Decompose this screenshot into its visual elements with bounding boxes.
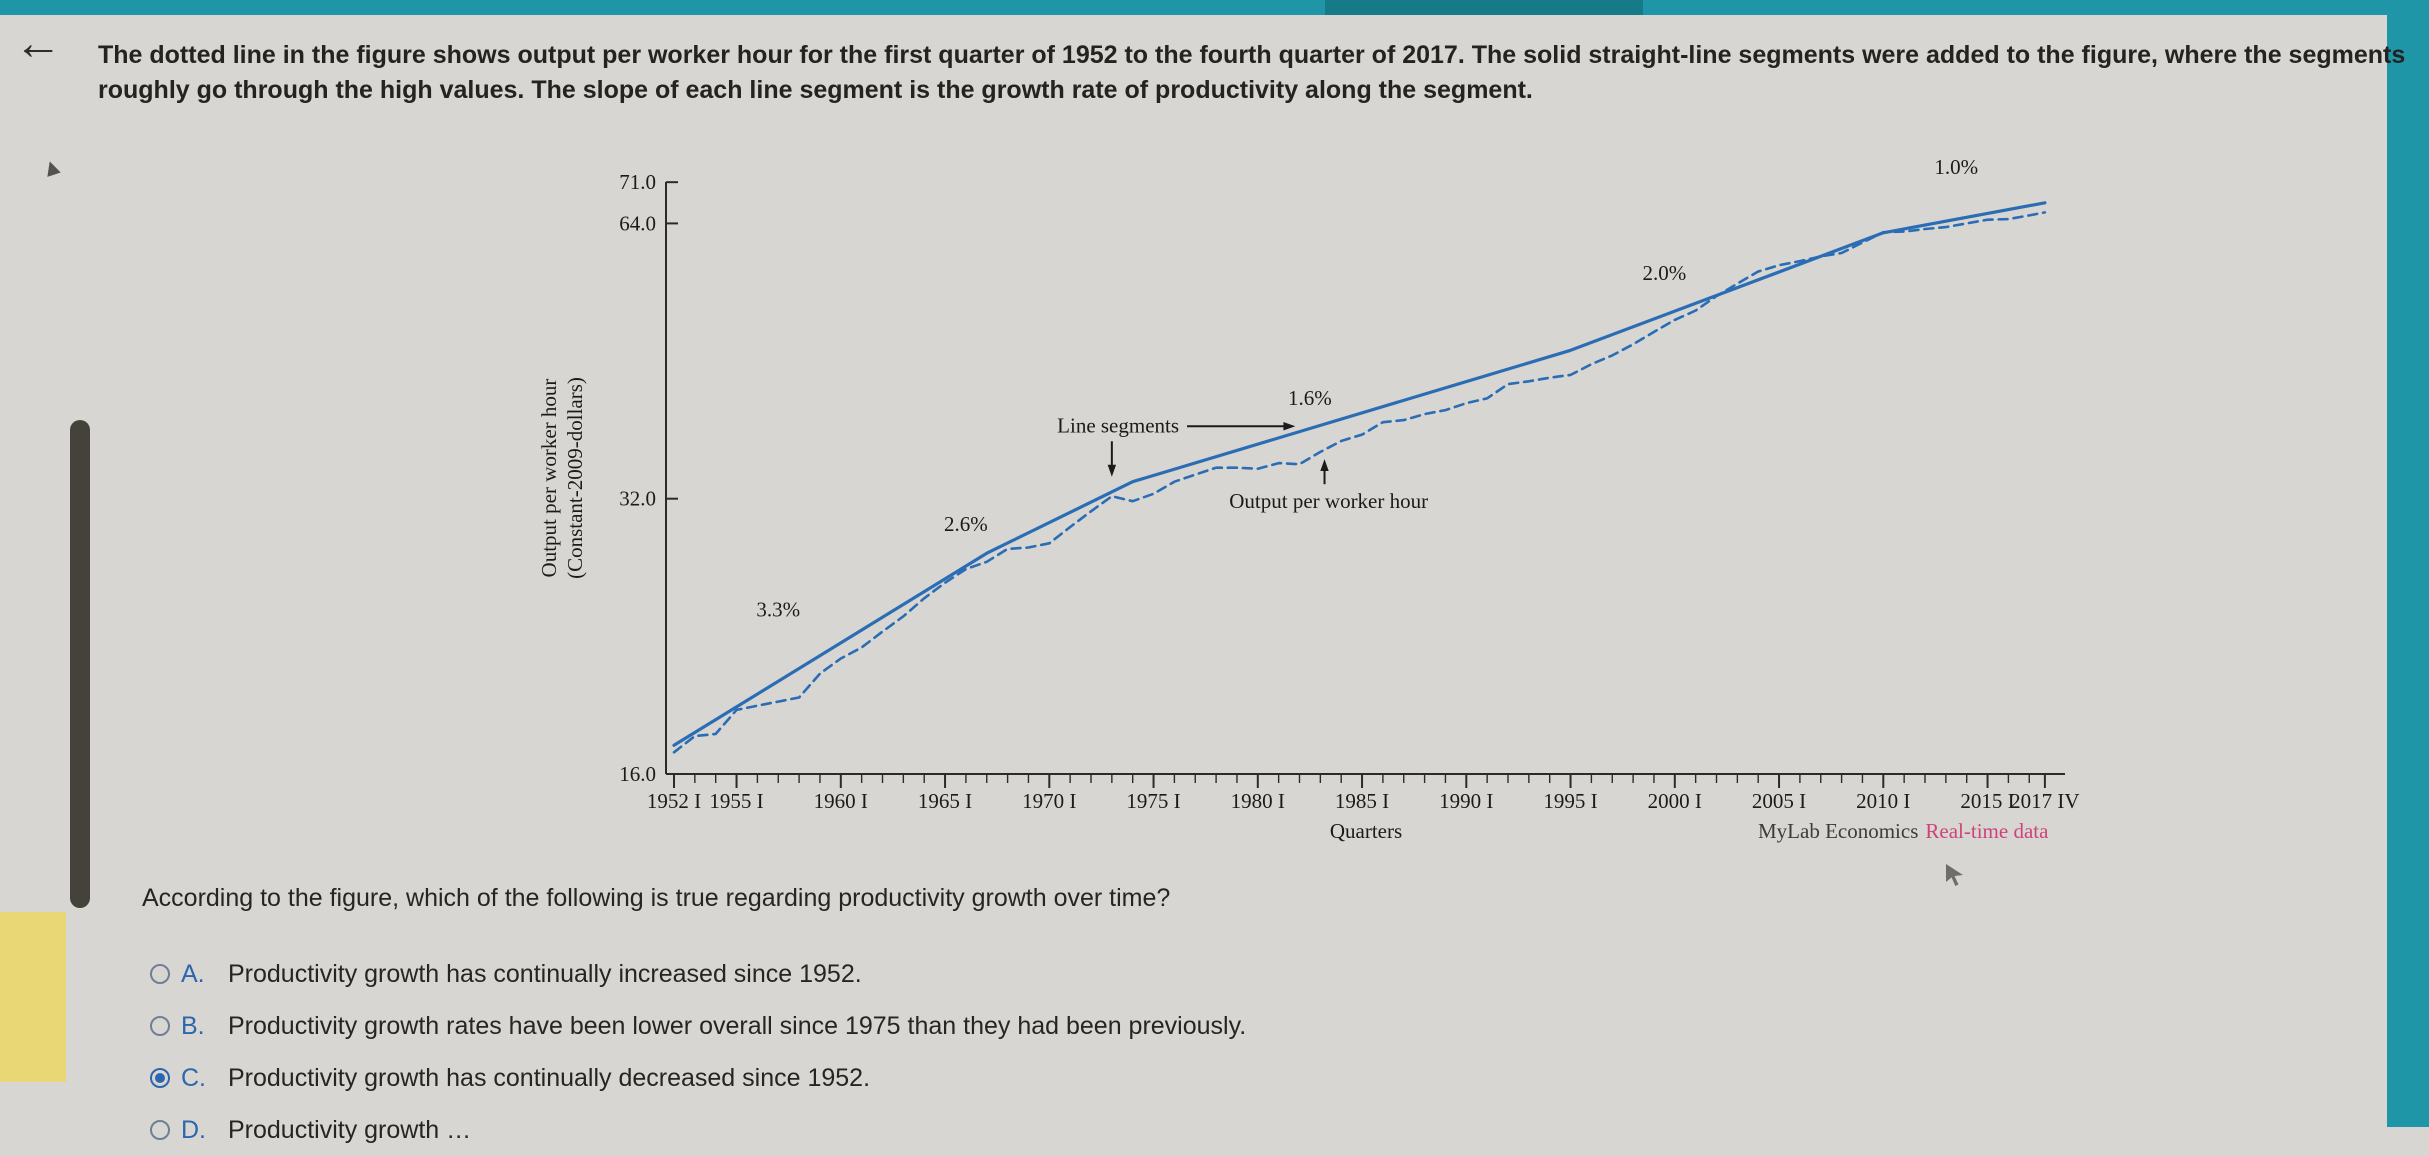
growth-rate-label: 2.6% [944, 512, 988, 536]
footer-realtime-data-link[interactable]: Real-time data [1925, 819, 2049, 843]
x-tick-label: 1970 I [1022, 789, 1076, 813]
x-tick-label: 1985 I [1335, 789, 1389, 813]
option-letter: D. [181, 1115, 206, 1144]
radio-button[interactable] [150, 1016, 170, 1036]
option-letter: B. [181, 1011, 205, 1040]
right-accent-bar [2387, 0, 2429, 1127]
radio-button[interactable] [150, 1120, 170, 1140]
triangle-marker-icon: ▲ [36, 151, 68, 185]
solid-line-segments [672, 201, 2047, 747]
chart-footer: MyLab Economics Real-time data [1758, 819, 2049, 843]
back-arrow-icon[interactable]: ← [14, 17, 62, 70]
answer-option-a[interactable]: A. Productivity growth has continually i… [150, 948, 1246, 1000]
x-tick-label: 2017 IV [2010, 789, 2079, 813]
x-tick-label: 1990 I [1439, 789, 1493, 813]
x-tick-label: 2015 I [1960, 789, 2014, 813]
x-tick-label: 1960 I [814, 789, 868, 813]
left-scrollbar-thumb[interactable] [70, 420, 90, 908]
option-text[interactable]: Productivity growth has continually decr… [228, 1063, 871, 1092]
x-tick-label: 2005 I [1752, 789, 1806, 813]
callout-label: Line segments [1057, 413, 1179, 437]
answer-option-b[interactable]: B. Productivity growth rates have been l… [150, 1000, 1246, 1052]
x-tick-label: 1975 I [1126, 789, 1180, 813]
option-text[interactable]: Productivity growth rates have been lowe… [228, 1011, 1247, 1040]
question-intro-line1: The dotted line in the figure shows outp… [98, 41, 2406, 69]
option-letter: A. [181, 959, 205, 988]
arrowhead [1283, 422, 1296, 431]
question-intro-line2: roughly go through the high values. The … [98, 76, 1533, 104]
question-intro: The dotted line in the figure shows outp… [98, 38, 2405, 108]
radio-button[interactable] [150, 964, 170, 984]
growth-rate-label: 1.6% [1288, 386, 1332, 410]
answer-option-d-clipped[interactable]: D. Productivity growth … [150, 1104, 1246, 1156]
y-tick-label: 71.0 [619, 170, 656, 194]
answer-option-c[interactable]: C. Productivity growth has continually d… [150, 1052, 1246, 1104]
x-axis-title: Quarters [1330, 819, 1402, 843]
y-tick-label: 16.0 [619, 762, 656, 786]
x-tick-label: 1995 I [1543, 789, 1597, 813]
answer-options: A. Productivity growth has continually i… [150, 948, 1246, 1156]
top-accent-bar-segment [1325, 0, 1643, 15]
x-tick-label: 1965 I [918, 789, 972, 813]
x-tick-label: 2000 I [1648, 789, 1702, 813]
y-axis-title-line2: (Constant-2009-dollars) [563, 377, 587, 579]
arrowhead [1107, 464, 1117, 477]
top-accent-bar [0, 0, 2429, 15]
growth-rate-label: 2.0% [1643, 261, 1687, 285]
y-axis-title-line1: Output per worker hour [537, 379, 561, 578]
radio-button-selected[interactable] [150, 1068, 170, 1088]
x-tick-label: 1980 I [1231, 789, 1285, 813]
question-prompt: According to the figure, which of the fo… [142, 884, 1171, 912]
option-text[interactable]: Productivity growth has continually incr… [228, 959, 862, 988]
mouse-cursor-icon [1943, 862, 1969, 893]
x-tick-label: 1955 I [709, 789, 763, 813]
y-tick-label: 64.0 [619, 211, 656, 235]
footer-brand: MyLab Economics [1758, 819, 1918, 843]
x-tick-label: 2010 I [1856, 789, 1910, 813]
growth-rate-label: 1.0% [1934, 155, 1978, 179]
option-text[interactable]: Productivity growth … [228, 1115, 472, 1144]
dotted-output-series [672, 211, 2047, 754]
arrowhead [1320, 459, 1329, 472]
callout-label: Output per worker hour [1229, 489, 1428, 513]
productivity-chart: 71.0 64.0 32.0 16.0 1952 I 1955 I 1960 I 1965 I… [537, 155, 2080, 843]
option-letter: C. [181, 1063, 206, 1092]
growth-rate-label: 3.3% [756, 597, 800, 621]
y-tick-label: 32.0 [619, 487, 656, 511]
yellow-note-patch [0, 912, 66, 1082]
x-tick-label: 1952 I [647, 789, 701, 813]
